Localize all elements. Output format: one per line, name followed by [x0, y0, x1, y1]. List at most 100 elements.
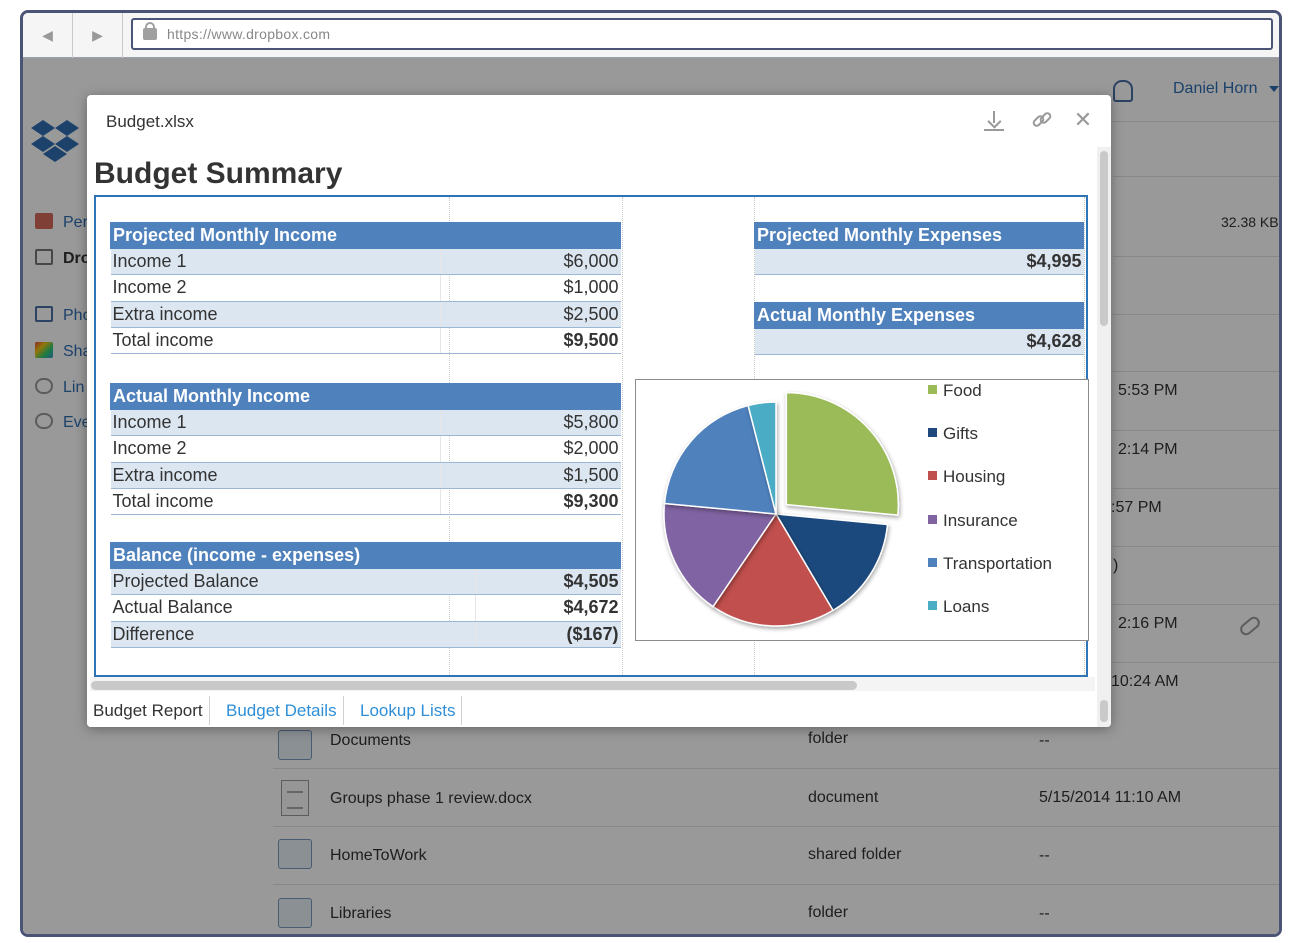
pie-chart-plot	[663, 391, 900, 627]
row-value: $4,995	[754, 248, 1084, 276]
row-divider	[273, 826, 1279, 827]
legend-label: Loans	[943, 597, 990, 616]
table-row[interactable]: Total income $9,500	[110, 327, 621, 355]
divider	[1113, 371, 1279, 372]
file-name[interactable]: HomeToWork	[330, 847, 427, 864]
horizontal-scrollbar-thumb[interactable]	[91, 681, 857, 690]
legend-swatch	[928, 557, 937, 567]
row-label: Total income	[110, 488, 442, 516]
row-label: Income 1	[110, 409, 442, 437]
actual-expenses-table: Actual Monthly Expenses $4,628	[754, 302, 1084, 356]
table-header: Projected Monthly Expenses	[754, 222, 1084, 249]
legend-item-food: Food	[928, 381, 982, 401]
sidebar-item-links[interactable]: Lin	[35, 378, 84, 397]
table-row[interactable]: Total income $9,300	[110, 488, 621, 516]
photos-icon	[35, 306, 53, 322]
vertical-scrollbar-thumb-lower[interactable]	[1100, 700, 1108, 722]
row-label: Income 2	[110, 435, 442, 463]
row-label: Projected Balance	[110, 568, 477, 596]
sidebar-item-photos[interactable]: Pho	[35, 306, 91, 325]
pie-slice-loans[interactable]	[747, 401, 777, 515]
sidebar-item-dropbox[interactable]: Dro	[35, 249, 91, 268]
row-divider	[273, 884, 1279, 885]
download-icon-base	[984, 129, 1004, 131]
modified-time: 2:14 PM	[1118, 441, 1178, 458]
divider	[1113, 314, 1279, 315]
spreadsheet-view: Budget Summary Projected Monthly Income …	[90, 147, 1097, 687]
pie-slice-food[interactable]	[785, 391, 900, 516]
modified-time: 10:24 AM	[1111, 673, 1179, 690]
sidebar-item-sharing[interactable]: Sha	[35, 342, 91, 361]
table-row[interactable]: Income 2 $1,000	[110, 274, 621, 302]
pie-slice-housing[interactable]	[712, 512, 835, 627]
table-row[interactable]: Difference ($167)	[110, 621, 621, 648]
sidebar-item-personal[interactable]: Per	[35, 213, 88, 232]
home-icon	[35, 213, 53, 229]
legend-label: Gifts	[943, 424, 978, 444]
row-label: Total income	[110, 327, 442, 355]
row-label: Extra income	[110, 462, 442, 489]
events-icon	[35, 413, 53, 429]
table-row[interactable]: Actual Balance $4,672	[110, 594, 621, 622]
file-modified: --	[1039, 732, 1050, 749]
file-name[interactable]: Documents	[330, 732, 411, 749]
divider	[1113, 488, 1279, 489]
chevron-down-icon[interactable]	[1269, 86, 1279, 92]
link-icon	[35, 378, 53, 394]
divider	[1113, 546, 1279, 547]
close-icon[interactable]: ✕	[1073, 107, 1093, 132]
row-value: $5,800	[440, 409, 621, 437]
row-divider	[273, 768, 1279, 769]
folder-icon	[278, 730, 312, 760]
browser-toolbar: ◀ ▶ https://www.dropbox.com	[23, 13, 1279, 58]
user-menu[interactable]: Daniel Horn	[1173, 80, 1258, 97]
legend-swatch	[928, 514, 937, 524]
pie-slice-insurance[interactable]	[663, 502, 778, 608]
modified-time: 5:53 PM	[1118, 382, 1178, 399]
file-name[interactable]: Groups phase 1 review.docx	[330, 790, 532, 807]
modified-time: )	[1113, 557, 1119, 574]
table-row[interactable]: $4,628	[754, 328, 1084, 356]
divider	[1113, 256, 1279, 257]
legend-item-insurance: Insurance	[928, 511, 1018, 531]
table-row[interactable]: Income 2 $2,000	[110, 435, 621, 463]
row-value: $9,300	[440, 488, 621, 516]
tab-budget-report[interactable]: Budget Report	[87, 696, 210, 725]
pie-slice-gifts[interactable]	[774, 513, 889, 612]
expense-pie-chart[interactable]: Food Gifts Housing Insurance Transportation L…	[635, 379, 1089, 641]
legend-item-housing: Housing	[928, 467, 1005, 487]
tab-lookup-lists[interactable]: Lookup Lists	[354, 696, 463, 725]
dropbox-logo[interactable]	[31, 116, 79, 164]
legend-item-transportation: Transportation	[928, 554, 1052, 574]
address-bar[interactable]: https://www.dropbox.com	[131, 18, 1273, 50]
row-value: ($167)	[475, 621, 621, 648]
sidebar-item-events[interactable]: Eve	[35, 413, 91, 432]
table-row[interactable]: Extra income $2,500	[110, 301, 621, 328]
notifications-bell-icon[interactable]	[1113, 80, 1133, 102]
sheet-tabs: Budget Report Budget Details Lookup List…	[87, 694, 1097, 727]
file-kind: folder	[808, 904, 849, 921]
legend-swatch	[928, 428, 937, 438]
table-row[interactable]: Extra income $1,500	[110, 462, 621, 489]
projected-expenses-table: Projected Monthly Expenses $4,995	[754, 222, 1084, 276]
file-kind: document	[808, 789, 879, 806]
grid-line	[622, 197, 623, 675]
table-row[interactable]: $4,995	[754, 248, 1084, 276]
share-link-icon[interactable]	[1031, 109, 1053, 131]
download-icon[interactable]	[983, 109, 1005, 131]
pie-slice-transportation[interactable]	[663, 404, 777, 515]
url-text: https://www.dropbox.com	[167, 26, 331, 42]
file-modified: --	[1039, 847, 1050, 864]
file-name[interactable]: Libraries	[330, 905, 392, 922]
row-label: Income 2	[110, 274, 442, 302]
file-modified: --	[1039, 905, 1050, 922]
forward-button[interactable]: ▶	[73, 13, 123, 58]
vertical-scrollbar-thumb[interactable]	[1100, 151, 1108, 326]
table-row[interactable]: Income 1 $6,000	[110, 248, 621, 276]
table-row[interactable]: Projected Balance $4,505	[110, 568, 621, 596]
table-row[interactable]: Income 1 $5,800	[110, 409, 621, 437]
tab-budget-details[interactable]: Budget Details	[220, 696, 344, 725]
back-button[interactable]: ◀	[23, 13, 73, 58]
row-label: Difference	[110, 621, 477, 648]
row-label: Income 1	[110, 248, 442, 276]
